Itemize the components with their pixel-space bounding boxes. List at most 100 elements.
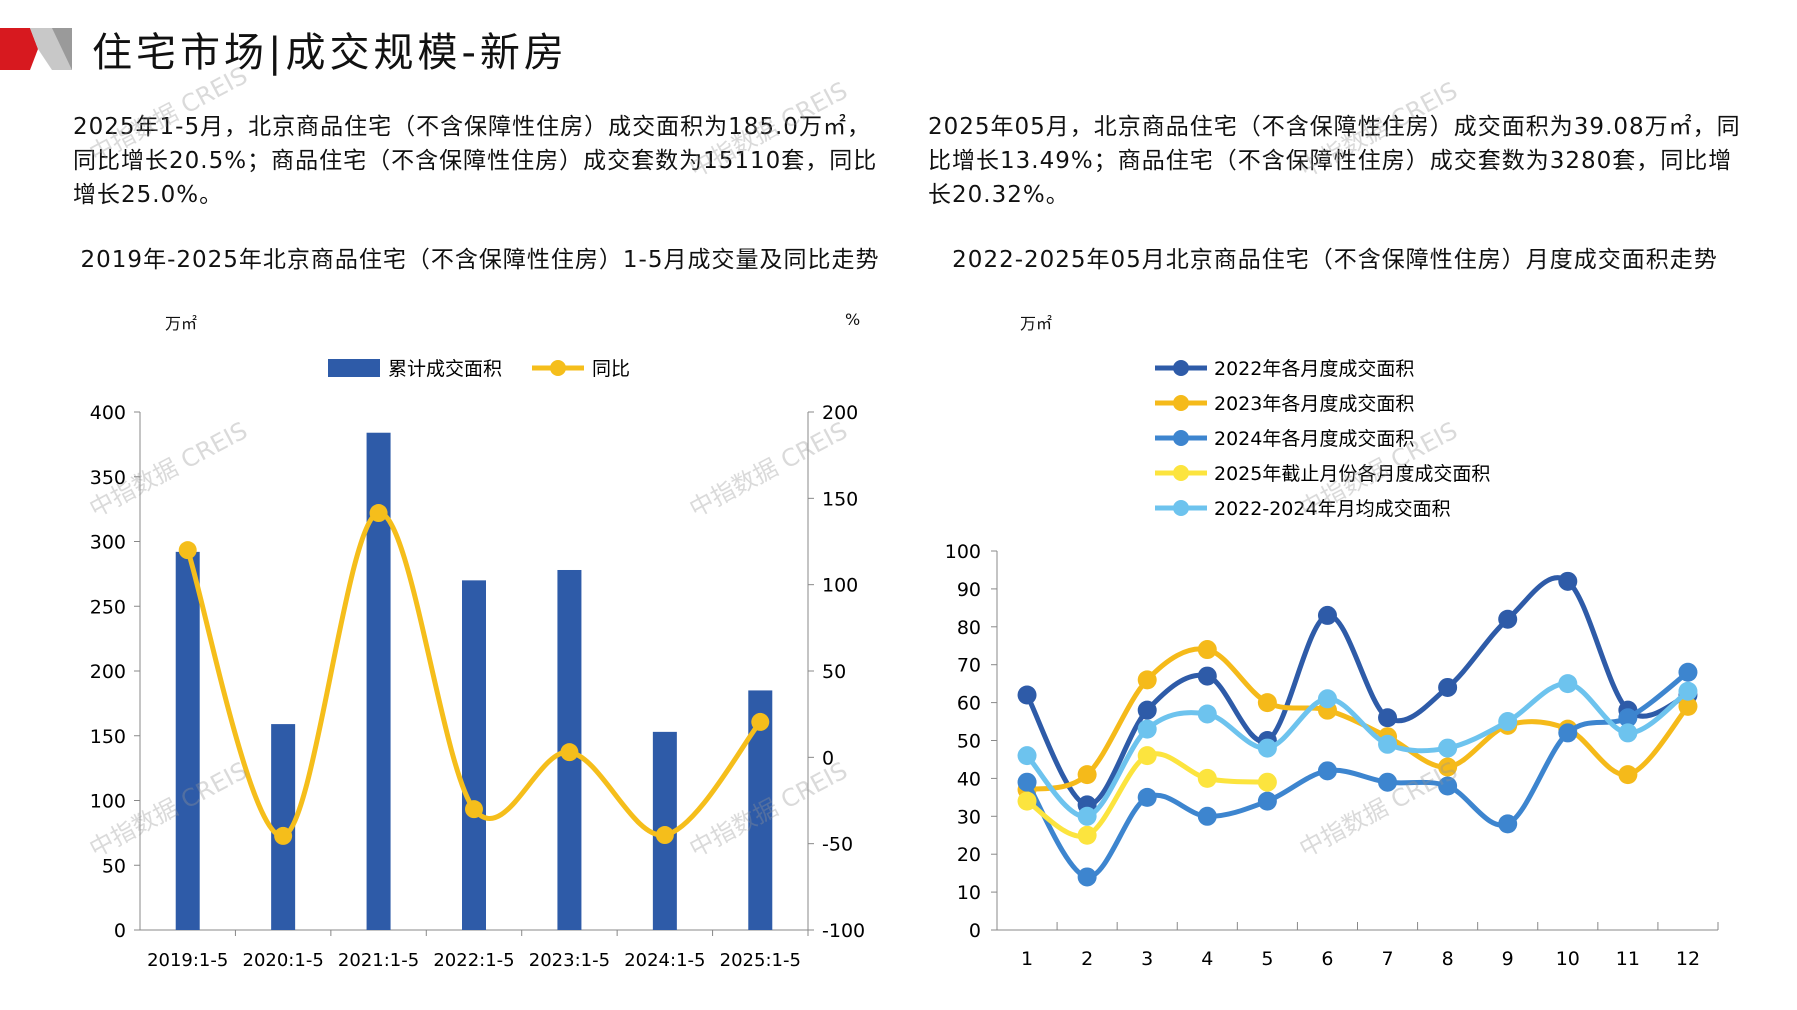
legend-label: 累计成交面积 (388, 358, 502, 380)
y-tick-label: 250 (90, 596, 126, 618)
series-point (1137, 719, 1157, 739)
y-tick-label: 80 (957, 617, 981, 639)
x-tick-label: 10 (1556, 948, 1580, 970)
y-tick-label: 100 (90, 791, 126, 813)
yoy-point (560, 743, 579, 762)
page-title: 住宅市场|成交规模-新房 (92, 30, 568, 76)
series-point (1257, 738, 1277, 758)
series-point (1017, 791, 1037, 811)
y-tick-label: 400 (90, 402, 126, 424)
yoy-point (655, 826, 674, 845)
x-tick-label: 2021:1-5 (338, 950, 419, 971)
yoy-point (274, 826, 293, 845)
series-point (1558, 674, 1578, 694)
series-point (1618, 765, 1638, 785)
series-point (1317, 761, 1337, 781)
series-point (1378, 708, 1398, 728)
series-point (1498, 712, 1518, 732)
legend-label: 2025年截止月份各月度成交面积 (1214, 463, 1490, 485)
x-tick-label: 2023:1-5 (529, 950, 610, 971)
legend-marker (1173, 360, 1189, 376)
series-point (1257, 772, 1277, 792)
x-tick-label: 3 (1141, 948, 1153, 970)
legend-marker (1173, 430, 1189, 446)
legend-marker (1173, 500, 1189, 516)
y-tick-label: 100 (945, 541, 981, 563)
series-point (1558, 571, 1578, 591)
series-point (1197, 768, 1217, 788)
legend-marker (550, 360, 566, 376)
y2-tick-label: 0 (822, 747, 834, 769)
right-summary: 2025年05月，北京商品住宅（不含保障性住房）成交面积为39.08万㎡，同比增… (928, 114, 1741, 208)
y-tick-label: 60 (957, 693, 981, 715)
x-tick-label: 2024:1-5 (624, 950, 705, 971)
y-tick-label: 50 (102, 855, 126, 877)
series-point (1498, 814, 1518, 834)
series-line (1024, 670, 1690, 880)
series-point (1678, 681, 1698, 701)
yoy-point (465, 800, 483, 819)
x-tick-label: 2025:1-5 (720, 950, 801, 971)
left-y2-unit: % (845, 310, 861, 329)
y-tick-label: 300 (90, 532, 126, 554)
yoy-point (178, 541, 197, 560)
series-point (1197, 640, 1217, 660)
y-tick-label: 70 (957, 655, 981, 677)
y-tick-label: 30 (957, 806, 981, 828)
x-tick-label: 12 (1676, 948, 1700, 970)
y-tick-label: 0 (114, 920, 126, 942)
series-point (1257, 693, 1277, 713)
x-tick-label: 5 (1261, 948, 1273, 970)
series-point (1137, 746, 1157, 766)
right-chart-title: 2022-2025年05月北京商品住宅（不含保障性住房）月度成交面积走势 (952, 247, 1718, 273)
y2-tick-label: 100 (822, 575, 858, 597)
series-point (1077, 765, 1097, 785)
x-tick-label: 11 (1616, 948, 1640, 970)
y-tick-label: 40 (957, 768, 981, 790)
series-point (1257, 791, 1277, 811)
series-point (1077, 806, 1097, 826)
series-point (1197, 666, 1217, 686)
series-point (1197, 704, 1217, 724)
left-y-unit: 万㎡ (165, 314, 198, 333)
x-tick-label: 4 (1201, 948, 1213, 970)
y2-tick-label: 50 (822, 661, 846, 683)
series-point (1438, 738, 1458, 758)
series-point (1017, 772, 1037, 792)
legend-label: 2022-2024年月均成交面积 (1214, 498, 1451, 520)
series-point (1558, 723, 1578, 743)
y-tick-label: 350 (90, 467, 126, 489)
x-tick-label: 6 (1321, 948, 1333, 970)
legend-bar-swatch (328, 359, 380, 377)
legend-label: 2024年各月度成交面积 (1214, 428, 1414, 450)
series-point (1137, 700, 1157, 720)
series-point (1618, 723, 1638, 743)
x-tick-label: 1 (1021, 948, 1033, 970)
y-tick-label: 50 (957, 731, 981, 753)
y-tick-label: 150 (90, 726, 126, 748)
bar (462, 580, 486, 930)
series-point (1378, 734, 1398, 754)
y-tick-label: 200 (90, 661, 126, 683)
series-point (1438, 757, 1458, 777)
y-tick-label: 90 (957, 579, 981, 601)
yoy-line (185, 510, 763, 839)
series-point (1378, 772, 1398, 792)
series-line (1024, 575, 1689, 808)
y2-tick-label: -50 (822, 834, 853, 856)
series-point (1137, 670, 1157, 690)
x-tick-label: 7 (1381, 948, 1393, 970)
yoy-point (369, 504, 388, 523)
bar (175, 551, 200, 930)
y-tick-label: 0 (969, 920, 981, 942)
series-point (1438, 677, 1458, 697)
x-tick-label: 9 (1502, 948, 1514, 970)
series-point (1077, 867, 1097, 887)
legend-label: 同比 (592, 358, 630, 380)
series-point (1618, 708, 1638, 728)
series-point (1017, 685, 1037, 705)
series-point (1438, 776, 1458, 796)
series-point (1317, 605, 1337, 625)
yoy-point (751, 712, 770, 731)
